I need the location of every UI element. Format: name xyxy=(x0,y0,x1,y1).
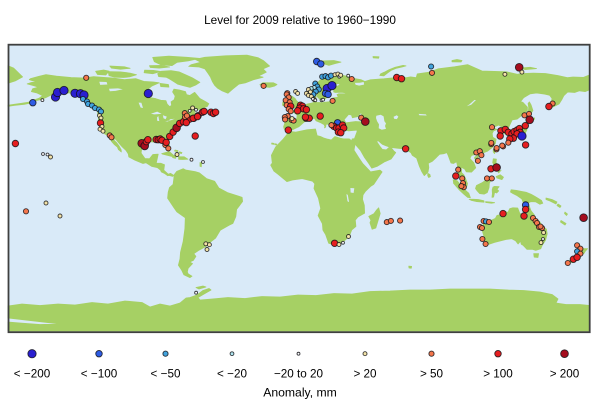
svg-text:> 200: > 200 xyxy=(550,368,580,381)
svg-text:Anomaly, mm: Anomaly, mm xyxy=(263,386,337,400)
svg-text:Level for 2009 relative to 196: Level for 2009 relative to 1960−1990 xyxy=(204,13,396,27)
svg-text:> 50: > 50 xyxy=(420,368,444,381)
svg-text:< −200: < −200 xyxy=(14,368,51,381)
svg-text:< −20: < −20 xyxy=(217,368,247,381)
svg-text:< −100: < −100 xyxy=(81,368,118,381)
svg-text:> 100: > 100 xyxy=(483,368,513,381)
svg-text:> 20: > 20 xyxy=(353,368,377,381)
svg-text:< −50: < −50 xyxy=(151,368,181,381)
svg-text:−20 to 20: −20 to 20 xyxy=(274,368,324,381)
